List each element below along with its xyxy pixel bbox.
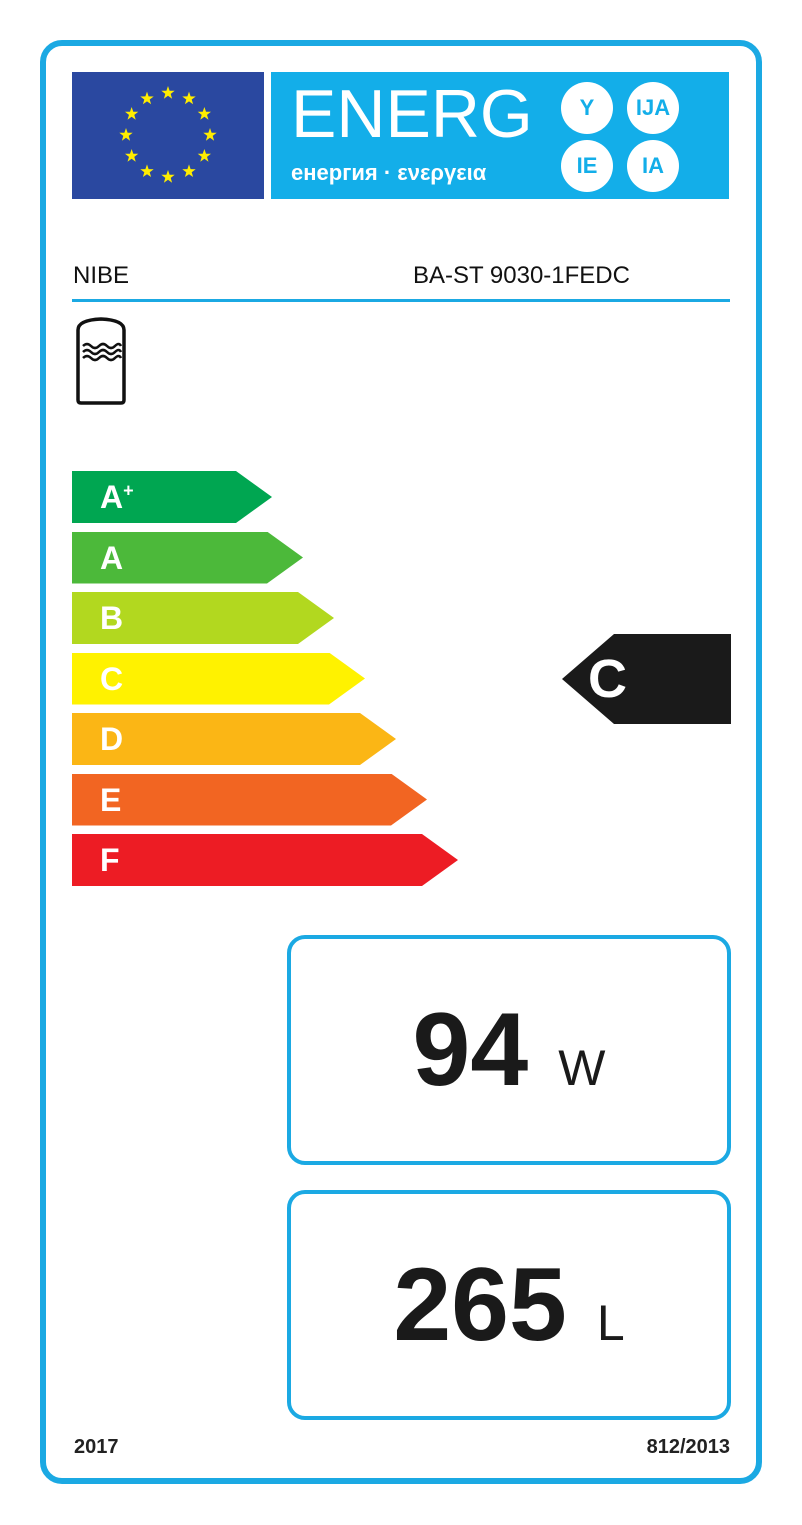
suffix-circle: IJA xyxy=(627,82,679,134)
star-icon xyxy=(203,128,217,141)
scale-label: A+ xyxy=(100,479,134,516)
scale-letter: D xyxy=(100,721,124,757)
suffix-circle: IE xyxy=(561,140,613,192)
star-icon xyxy=(125,149,139,162)
scale-bar-f: F xyxy=(72,834,458,886)
scale-bar-a: A xyxy=(72,532,303,584)
label-year: 2017 xyxy=(74,1436,119,1458)
star-icon xyxy=(161,170,175,183)
suffix-circle: IA xyxy=(627,140,679,192)
scale-bar-aplus: A+ xyxy=(72,471,272,523)
water-tank-icon xyxy=(74,316,128,411)
star-icon xyxy=(125,107,139,120)
scale-letter: A xyxy=(100,539,124,576)
scale-bar-b: B xyxy=(72,592,334,644)
model-identifier: BA-ST 9030-1FEDC xyxy=(413,262,630,289)
star-icon xyxy=(140,91,154,105)
divider xyxy=(72,299,730,302)
volume-value: 265 xyxy=(393,1247,567,1363)
eu-flag-logo xyxy=(72,72,264,199)
volume-unit: L xyxy=(596,1295,625,1351)
energy-title: ENERG xyxy=(291,76,533,152)
standing-loss-box: 94 W xyxy=(287,935,731,1165)
scale-label: F xyxy=(100,842,120,879)
scale-label: A xyxy=(100,540,123,577)
rating-class: C xyxy=(588,649,627,709)
scale-bar-c: C xyxy=(72,653,365,705)
scale-label: E xyxy=(100,782,121,819)
standing-loss-value: 94 xyxy=(412,992,529,1108)
scale-letter: F xyxy=(100,842,120,878)
energy-banner: ENERG енергия · ενεργεια Y IJA IE IA xyxy=(271,72,729,199)
star-icon xyxy=(182,164,196,177)
supplier-name: NIBE xyxy=(73,262,130,289)
scale-letter: C xyxy=(100,660,124,697)
scale-label: C xyxy=(100,661,123,698)
star-icon xyxy=(119,128,133,141)
star-icon xyxy=(197,149,211,162)
scale-letter: E xyxy=(100,781,122,818)
energy-languages: енергия · ενεργεια xyxy=(291,160,487,185)
scale-bar-e: E xyxy=(72,774,427,826)
scale-label-sup: + xyxy=(123,480,134,501)
scale-letter: B xyxy=(100,600,124,636)
regulation-number: 812/2013 xyxy=(646,1436,730,1458)
star-icon xyxy=(182,91,196,105)
standing-loss-unit: W xyxy=(558,1040,606,1096)
label-frame xyxy=(40,40,762,1484)
star-icon xyxy=(161,86,175,99)
scale-bar-d: D xyxy=(72,713,396,765)
star-icon xyxy=(140,164,154,177)
star-icon xyxy=(197,107,211,120)
suffix-circle: Y xyxy=(561,82,613,134)
scale-label: D xyxy=(100,721,123,758)
scale-label: B xyxy=(100,600,123,637)
scale-letter: A xyxy=(100,479,124,515)
volume-box: 265 L xyxy=(287,1190,731,1420)
